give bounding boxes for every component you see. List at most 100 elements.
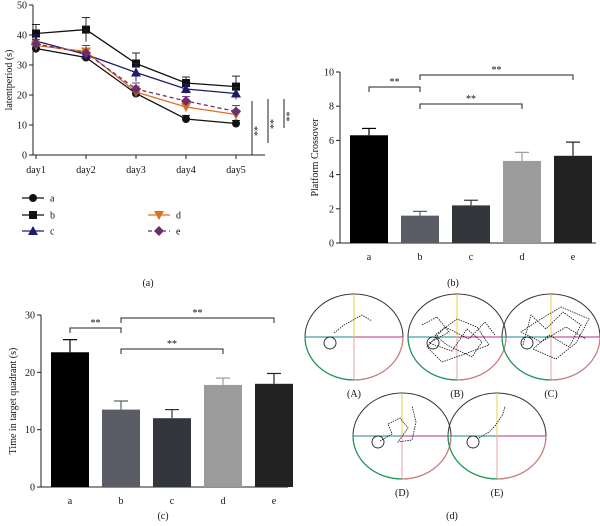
- x-tick-label: b: [418, 252, 423, 263]
- legend-label-b: b: [50, 211, 55, 222]
- pool-arc-lower-right: [401, 435, 452, 480]
- significance-bracket: [120, 348, 224, 354]
- pool-arc-lower-left: [501, 336, 552, 381]
- y-tick-label: 0: [329, 239, 334, 250]
- platform-target: [520, 336, 534, 350]
- data-point-a: [232, 119, 240, 128]
- y-tick-label: 50: [17, 1, 27, 12]
- significance-label: **: [466, 94, 476, 105]
- pool-arc-lower-left: [447, 435, 498, 480]
- data-point-e: [181, 96, 191, 106]
- x-tick-label: day5: [226, 165, 245, 176]
- significance-bracket: [419, 74, 574, 80]
- legend-marker-e: [154, 226, 164, 236]
- x-tick-label: c: [469, 252, 474, 263]
- pool-arc-lower-right: [550, 336, 600, 381]
- swim-track-path: [333, 314, 373, 334]
- data-point-d: [181, 103, 191, 112]
- x-tick-label: day2: [76, 165, 95, 176]
- y-tick-label: 30: [17, 61, 27, 72]
- significance-label: **: [91, 318, 101, 329]
- significance-bracket: [419, 103, 523, 109]
- pool-arc-lower-left: [352, 435, 403, 480]
- pool-arc-lower-right: [496, 435, 547, 480]
- y-tick-label: 0: [22, 151, 27, 162]
- data-point-c: [181, 84, 191, 93]
- y-axis-title: latentperiod (s): [4, 50, 15, 111]
- data-point-e: [231, 106, 241, 117]
- bar-d: [503, 160, 541, 243]
- bar-e: [255, 383, 293, 487]
- significance-label: **: [390, 77, 400, 88]
- swim-track-path: [520, 306, 590, 360]
- x-tick-label: day1: [26, 165, 45, 176]
- data-point-e: [31, 39, 41, 49]
- bar-d: [204, 384, 242, 487]
- bar-c: [452, 205, 490, 243]
- swim-track-path: [478, 405, 506, 439]
- x-tick-label: day4: [176, 165, 195, 176]
- x-tick-label: b: [119, 496, 124, 507]
- x-tick-label: d: [520, 252, 525, 263]
- x-tick-label: c: [170, 496, 175, 507]
- panel-d-swim-tracks: (A) (B) (C) (D) (E): [304, 293, 600, 499]
- legend-label-d: d: [176, 211, 181, 222]
- platform-target: [426, 336, 440, 350]
- pool-arc-lower-right: [456, 336, 507, 381]
- significance-bracket: [120, 317, 275, 323]
- data-point-c: [231, 88, 241, 98]
- legend-marker-d: [154, 211, 164, 220]
- significance-label: **: [167, 339, 177, 350]
- data-point-b: [82, 25, 90, 34]
- platform-target: [323, 336, 337, 350]
- panel-b-bar-chart: 0 2 4 6 8 10 Platform Crossover a b c d e ** ** **: [310, 65, 596, 263]
- bar-c: [153, 418, 191, 487]
- legend-label-c: c: [50, 227, 55, 238]
- y-axis-title: Time in target quadrant (s): [8, 348, 19, 455]
- legend-marker-b: [29, 211, 37, 219]
- bar-e: [554, 155, 592, 243]
- x-tick-label: a: [68, 496, 73, 507]
- data-point-b: [182, 79, 190, 87]
- x-tick-label: a: [367, 252, 372, 263]
- legend-marker-a: [29, 194, 37, 202]
- swim-track-path: [379, 405, 417, 443]
- legend-label-e: e: [176, 227, 181, 238]
- y-tick-label: 8: [329, 102, 334, 113]
- track-label: (D): [395, 488, 409, 499]
- data-point-e: [131, 84, 141, 94]
- panel-c-bar-chart: 0 10 20 30 Time in target quadrant (s) a b c d e *…: [8, 308, 293, 507]
- x-tick-label: day3: [126, 165, 145, 176]
- platform-target: [371, 435, 385, 449]
- x-tick-label: e: [272, 496, 277, 507]
- x-tick-label: d: [221, 496, 226, 507]
- x-tick-label: e: [571, 252, 576, 263]
- y-tick-label: 2: [329, 204, 334, 215]
- track-label: (A): [347, 389, 361, 400]
- y-tick-label: 4: [329, 170, 334, 181]
- y-tick-label: 10: [25, 425, 35, 436]
- swim-track-path: [421, 316, 496, 363]
- data-point-e: [81, 48, 91, 58]
- panel-a-line-chart: 0 10 20 30 40 50 day1 day2 day3 day4 day5 latentper…: [4, 1, 296, 238]
- bar-a: [350, 135, 388, 243]
- significance-label: **: [193, 308, 203, 319]
- y-tick-label: 6: [329, 136, 334, 147]
- data-point-a: [182, 115, 190, 123]
- significance-label: **: [269, 119, 280, 129]
- pool-arc-lower-left: [304, 336, 355, 381]
- panel-b-caption: (b): [447, 278, 459, 289]
- legend-marker-c: [28, 226, 38, 235]
- y-tick-label: 30: [25, 311, 35, 322]
- legend-label-a: a: [50, 194, 55, 205]
- bar-b: [401, 215, 439, 243]
- pool-arc-lower-left: [407, 336, 458, 381]
- data-point-c: [131, 67, 141, 77]
- y-tick-label: 0: [30, 483, 35, 494]
- bar-b: [102, 409, 140, 487]
- significance-label: **: [253, 126, 264, 136]
- data-point-b: [232, 82, 240, 91]
- y-tick-label: 20: [25, 368, 35, 379]
- track-label: (B): [450, 389, 463, 400]
- data-point-b: [32, 29, 40, 38]
